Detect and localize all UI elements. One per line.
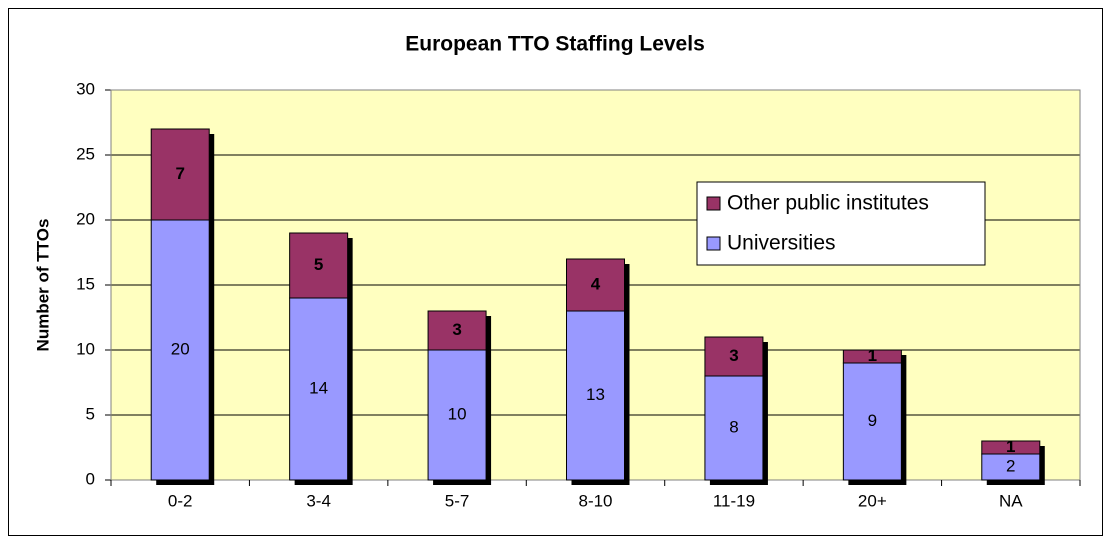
data-label: 4 [591, 274, 601, 293]
legend: Other public institutes Universities [696, 181, 986, 266]
data-label: 14 [309, 378, 328, 397]
data-label: 9 [868, 411, 877, 430]
x-tick-label: 3-4 [306, 491, 331, 510]
x-tick-label: 5-7 [445, 491, 470, 510]
legend-swatch [706, 236, 721, 251]
x-tick-label: 8-10 [578, 491, 612, 510]
y-tick-label: 10 [76, 339, 95, 358]
bar-segment [981, 453, 1041, 481]
bar-segment [981, 440, 1041, 455]
data-label: 1 [868, 346, 877, 365]
data-label: 1 [1006, 437, 1015, 456]
x-tick-label: 20+ [858, 491, 887, 510]
bar-segment [427, 310, 487, 351]
data-label: 5 [314, 255, 323, 274]
data-label: 3 [452, 320, 461, 339]
data-label: 7 [175, 164, 184, 183]
data-label: 2 [1006, 456, 1015, 475]
bar-segment [150, 219, 210, 481]
y-tick-label: 30 [76, 79, 95, 98]
data-label: 3 [729, 346, 738, 365]
chart-title: European TTO Staffing Levels [405, 33, 705, 56]
bar-segment [842, 349, 902, 364]
bar-segment [150, 128, 210, 221]
bar-segment [289, 232, 349, 299]
bar-segment [289, 297, 349, 481]
x-tick-label: 0-2 [168, 491, 193, 510]
y-tick-label: 5 [86, 404, 95, 423]
bar-segment [566, 310, 625, 481]
y-tick-label: 25 [76, 144, 95, 163]
y-axis-label: Number of TTOs [33, 219, 52, 352]
x-tick-label: 11-19 [713, 491, 755, 510]
data-label: 20 [171, 339, 190, 358]
data-label: 13 [586, 385, 605, 404]
legend-label: Other public institutes [727, 192, 929, 215]
bar-segment [427, 349, 487, 481]
data-label: 8 [729, 417, 738, 436]
x-tick-label: NA [999, 491, 1023, 510]
bar-segment [704, 336, 764, 377]
legend-label: Universities [727, 232, 836, 255]
legend-swatch [706, 196, 721, 211]
legend-box [696, 181, 986, 266]
data-label: 10 [448, 404, 467, 423]
y-tick-label: 0 [86, 469, 95, 488]
y-tick-label: 20 [76, 209, 95, 228]
bar-segment [842, 362, 902, 481]
y-tick-label: 15 [76, 274, 95, 293]
bar-segment [566, 258, 625, 312]
